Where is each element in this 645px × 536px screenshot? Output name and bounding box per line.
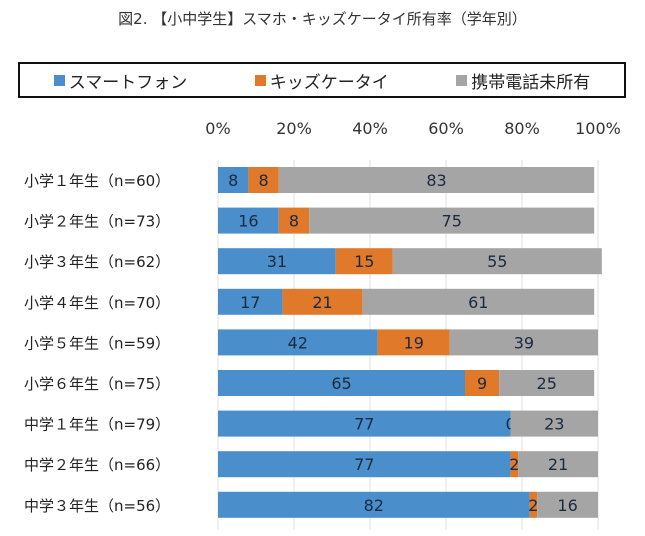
chart-title: 図2. 【小中学生】スマホ・キッズケータイ所有率（学年別） bbox=[118, 10, 527, 28]
x-tick-label: 100% bbox=[575, 119, 621, 138]
bar-segment bbox=[218, 370, 465, 396]
data-label: 75 bbox=[442, 212, 462, 231]
bar-segment bbox=[465, 370, 500, 396]
data-label: 25 bbox=[537, 374, 557, 393]
category-label: 小学４年生（n=70） bbox=[24, 294, 170, 312]
category-label: 小学５年生（n=59） bbox=[24, 334, 170, 352]
data-label: 8 bbox=[289, 212, 299, 231]
data-label: 55 bbox=[487, 252, 507, 271]
data-label: 42 bbox=[288, 333, 308, 352]
data-label: 77 bbox=[354, 455, 374, 474]
x-tick-label: 60% bbox=[428, 119, 464, 138]
legend-swatch bbox=[456, 74, 468, 86]
bar-segment bbox=[377, 329, 450, 356]
legend-item-kids-phone: キッズケータイ bbox=[254, 68, 389, 93]
category-label: 小学３年生（n=62） bbox=[24, 253, 170, 271]
data-label: 2 bbox=[528, 496, 538, 515]
bar-segment bbox=[335, 248, 393, 275]
bar-segment bbox=[449, 329, 598, 356]
bar-segment bbox=[529, 491, 538, 518]
bar-segment bbox=[218, 491, 530, 518]
bar-segment bbox=[218, 248, 336, 275]
bar-segment bbox=[248, 167, 279, 193]
data-label: 16 bbox=[557, 496, 577, 515]
data-label: 31 bbox=[267, 252, 287, 271]
data-label: 9 bbox=[477, 374, 487, 393]
x-tick-label: 80% bbox=[504, 119, 540, 138]
legend: スマートフォン キッズケータイ 携帯電話未所有 bbox=[18, 62, 626, 98]
bar-segment bbox=[218, 451, 511, 478]
data-label: 15 bbox=[354, 252, 374, 271]
data-label: 2 bbox=[509, 455, 519, 474]
legend-swatch bbox=[254, 74, 266, 86]
data-label: 19 bbox=[404, 333, 424, 352]
bar-segment bbox=[510, 410, 598, 437]
bar-segment bbox=[309, 207, 595, 234]
legend-label: キッズケータイ bbox=[269, 72, 389, 93]
data-label: 8 bbox=[259, 171, 269, 190]
data-label: 8 bbox=[228, 171, 238, 190]
bar-segment bbox=[510, 451, 519, 478]
data-label: 82 bbox=[364, 496, 384, 515]
bar-segment bbox=[218, 410, 511, 437]
category-label: 中学２年生（n=66） bbox=[24, 456, 170, 474]
data-label: 21 bbox=[548, 455, 568, 474]
x-tick-label: 40% bbox=[352, 119, 388, 138]
data-label: 21 bbox=[312, 293, 332, 312]
legend-label: 携帯電話未所有 bbox=[471, 72, 591, 93]
data-label: 16 bbox=[238, 212, 258, 231]
data-label: 83 bbox=[426, 171, 446, 190]
bar-segment bbox=[499, 370, 595, 396]
bar-segment bbox=[278, 207, 310, 234]
bar-segment bbox=[218, 207, 279, 234]
data-label: 39 bbox=[514, 333, 534, 352]
legend-swatch bbox=[53, 74, 65, 86]
legend-label: スマートフォン bbox=[68, 72, 188, 93]
data-label: 17 bbox=[240, 293, 260, 312]
bar-segment bbox=[518, 451, 598, 478]
category-label: 中学１年生（n=79） bbox=[24, 416, 170, 434]
legend-item-smartphone: スマートフォン bbox=[53, 68, 188, 93]
data-label: 23 bbox=[544, 415, 564, 434]
category-label: 中学３年生（n=56） bbox=[24, 497, 170, 515]
bar-segment bbox=[218, 288, 283, 315]
bar-segment bbox=[282, 288, 363, 315]
bar-segment bbox=[218, 167, 249, 193]
bar-segment bbox=[537, 491, 598, 518]
bar-segment bbox=[392, 248, 602, 275]
category-label: 小学６年生（n=75） bbox=[24, 375, 170, 393]
data-label: 65 bbox=[331, 374, 351, 393]
bar-segment bbox=[218, 329, 378, 356]
bar-segment bbox=[362, 288, 595, 315]
x-tick-label: 20% bbox=[276, 119, 312, 138]
data-label: 77 bbox=[354, 415, 374, 434]
data-label: 61 bbox=[468, 293, 488, 312]
category-label: 小学１年生（n=60） bbox=[24, 172, 170, 190]
x-tick-label: 0% bbox=[205, 119, 230, 138]
category-label: 小学２年生（n=73） bbox=[24, 213, 170, 231]
bar-segment bbox=[278, 167, 595, 193]
legend-item-no-phone: 携帯電話未所有 bbox=[456, 68, 590, 93]
